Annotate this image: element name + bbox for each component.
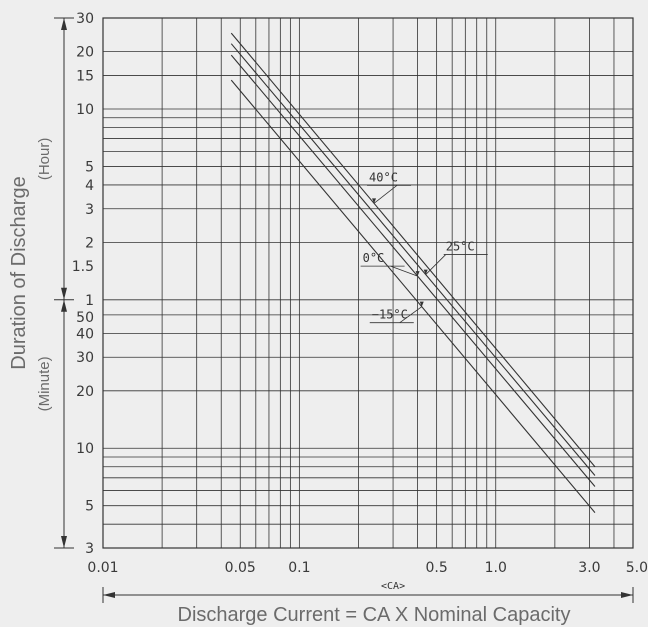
series-label: 40°C [369, 170, 398, 184]
y-dimension-arrow [61, 287, 67, 300]
y-tick-label-hour: 4 [85, 178, 94, 194]
x-tick-label: 0.01 [87, 560, 118, 576]
series-leader-arrow [372, 198, 377, 204]
y-tick-label-hour: 10 [76, 102, 94, 118]
x-axis-label: Discharge Current = CA X Nominal Capacit… [178, 604, 571, 626]
series-leader [373, 185, 398, 204]
x-tick-label: 0.05 [225, 560, 256, 576]
y-tick-label-hour: 30 [76, 11, 94, 27]
series-label: 0°C [363, 251, 385, 265]
series-line [230, 32, 596, 468]
y-tick-label-hour: 1 [85, 293, 94, 309]
series-leader [390, 265, 418, 277]
y-tick-label-minute: 20 [76, 384, 94, 400]
y-dimension-arrow [61, 18, 67, 30]
y-tick-label-hour: 15 [76, 68, 94, 84]
x-dimension-arrow [621, 592, 633, 598]
x-tick-label: 1.0 [485, 560, 507, 576]
series-leader-arrow [415, 271, 420, 277]
y-tick-label-minute: 40 [76, 326, 94, 342]
series-line [230, 43, 596, 476]
y-tick-label-minute: 3 [85, 541, 94, 557]
series-label: −15°C [372, 308, 408, 322]
y-axis-label-minute: (Minute) [36, 356, 53, 411]
y-tick-label-hour: 2 [85, 235, 94, 251]
y-axis-label-hour: (Hour) [36, 138, 53, 181]
x-dimension-arrow [103, 592, 115, 598]
axis-labels-group: Duration of Discharge (Hour) (Minute) <CA> D… [8, 138, 570, 626]
y-dimension-arrow [61, 299, 67, 312]
y-tick-label-hour: 3 [85, 202, 94, 218]
chart-grid [103, 18, 633, 548]
y-tick-label-hour: 1.5 [72, 259, 94, 275]
chart-axes [54, 17, 634, 603]
y-axis-label: Duration of Discharge [8, 176, 30, 369]
y-tick-label-minute: 5 [85, 499, 94, 515]
series-line [230, 54, 596, 487]
y-tick-label-minute: 10 [76, 441, 94, 457]
y-tick-label-hour: 5 [85, 159, 94, 175]
series-leader [425, 254, 447, 275]
x-tick-label: 3.0 [578, 560, 600, 576]
x-axis-unit: <CA> [381, 581, 405, 592]
plot-frame [102, 17, 634, 549]
series-label: 25°C [446, 240, 475, 254]
x-tick-label: 0.5 [425, 560, 447, 576]
y-tick-label-minute: 50 [76, 310, 94, 326]
series-group: 40°C 25°C 0°C −15°C [230, 32, 596, 513]
y-dimension-arrow [61, 536, 67, 548]
x-tick-label: 0.1 [288, 560, 310, 576]
series-leader-arrow [419, 301, 424, 307]
y-tick-label-minute: 30 [76, 350, 94, 366]
series-leader-arrow [423, 269, 428, 275]
series-leader [399, 306, 422, 323]
y-tick-label-hour: 20 [76, 45, 94, 61]
series-line [230, 79, 596, 513]
x-tick-label: 5.0 [626, 560, 648, 576]
